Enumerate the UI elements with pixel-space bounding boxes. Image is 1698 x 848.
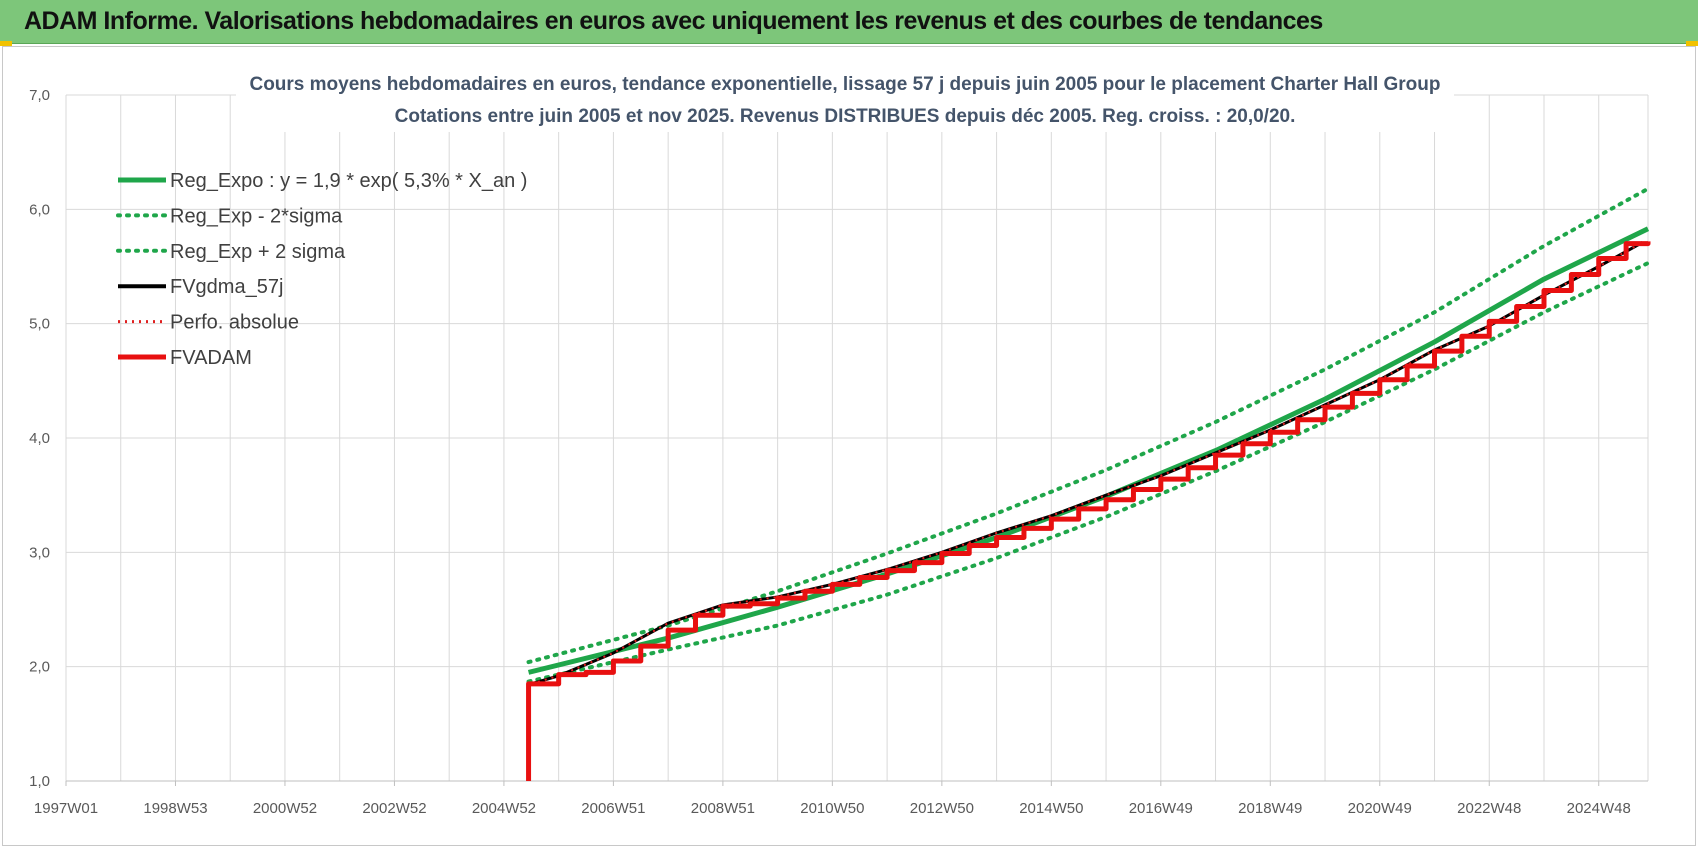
legend-label: Perfo. absolue	[170, 312, 299, 334]
header-bar: ADAM Informe. Valorisations hebdomadaire…	[0, 0, 1698, 44]
x-tick-label: 2020W49	[1348, 800, 1412, 817]
reg-exp-minus-2sigma-line	[526, 261, 1650, 684]
x-tick-label: 2022W48	[1457, 800, 1521, 817]
chart-subtitle: Cotations entre juin 2005 et nov 2025. R…	[395, 106, 1296, 127]
legend-label: Reg_Exp - 2*sigma	[170, 205, 343, 227]
corner-marker-right	[1686, 41, 1698, 46]
x-tick-label: 2018W49	[1238, 800, 1302, 817]
axis-layer: 1,0 2,0 3,0 4,0 5,0 6,0 7,0 1997W01 1998W53 2000W…	[29, 87, 1648, 817]
title-background	[236, 66, 1454, 132]
legend-label: Reg_Exp + 2 sigma	[170, 241, 346, 263]
y-tick-label: 6,0	[29, 201, 50, 218]
y-tick-label: 4,0	[29, 430, 50, 447]
x-tick-label: 2006W51	[581, 800, 645, 817]
y-tick-label: 1,0	[29, 773, 50, 790]
x-tick-label: 2014W50	[1019, 800, 1083, 817]
x-tick-label: 2002W52	[362, 800, 426, 817]
legend-label: Reg_Expo : y = 1,9 * exp( 5,3% * X_an )	[170, 170, 527, 192]
reg-expo-line	[527, 226, 1650, 675]
y-tick-label: 7,0	[29, 87, 50, 104]
grid-layer	[65, 94, 1649, 782]
x-tick-label: 2010W50	[800, 800, 864, 817]
legend: Reg_Expo : y = 1,9 * exp( 5,3% * X_an ) R…	[116, 170, 527, 369]
chart-title: Cours moyens hebdomadaires en euros, ten…	[249, 74, 1440, 95]
x-tick-label: 2016W49	[1129, 800, 1193, 817]
x-tick-label: 2012W50	[910, 800, 974, 817]
fvadam-line	[526, 241, 1651, 781]
x-tick-label: 1998W53	[143, 800, 207, 817]
legend-label: FVgdma_57j	[170, 276, 283, 298]
y-tick-label: 3,0	[29, 544, 50, 561]
corner-marker-left	[0, 41, 12, 46]
x-tick-label: 2000W52	[253, 800, 317, 817]
x-tick-label: 2008W51	[691, 800, 755, 817]
x-tick-label: 2024W48	[1567, 800, 1631, 817]
x-tick-label: 2004W52	[472, 800, 536, 817]
reg-exp-plus-2sigma-line	[526, 186, 1650, 665]
report-header-title: ADAM Informe. Valorisations hebdomadaire…	[24, 7, 1323, 35]
chart-frame	[2, 46, 1696, 846]
legend-label: FVADAM	[170, 347, 252, 369]
series-layer	[526, 186, 1651, 781]
y-tick-label: 2,0	[29, 659, 50, 676]
x-tick-label: 1997W01	[34, 800, 98, 817]
y-tick-label: 5,0	[29, 316, 50, 333]
